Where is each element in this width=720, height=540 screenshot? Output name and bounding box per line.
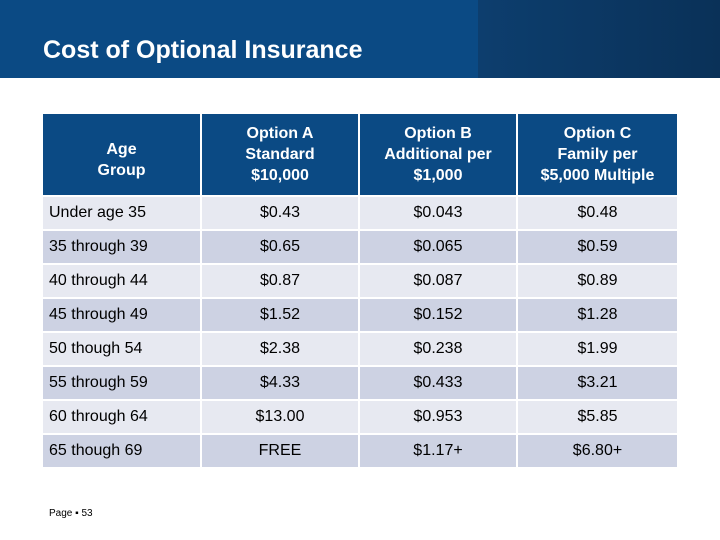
title-banner-accent — [478, 0, 720, 78]
option-b-cell: $0.152 — [360, 299, 518, 333]
header-option-b: Option B Additional per $1,000 — [360, 114, 518, 197]
header-line: $5,000 Multiple — [540, 167, 655, 184]
option-a-cell: $13.00 — [202, 401, 360, 435]
option-b-cell: $0.087 — [360, 265, 518, 299]
table-row: 35 through 39 $0.65 $0.065 $0.59 — [43, 231, 677, 265]
age-group-cell: 50 though 54 — [43, 333, 202, 367]
age-group-cell: Under age 35 — [43, 197, 202, 231]
header-line: Family per — [557, 146, 638, 163]
option-c-cell: $5.85 — [518, 401, 677, 435]
header-option-a: Option A Standard $10,000 — [202, 114, 360, 197]
option-a-cell: $0.87 — [202, 265, 360, 299]
age-group-cell: 40 through 44 — [43, 265, 202, 299]
option-b-cell: $1.17+ — [360, 435, 518, 469]
option-a-cell: $2.38 — [202, 333, 360, 367]
option-a-cell: $1.52 — [202, 299, 360, 333]
header-line: Option B — [404, 125, 472, 142]
option-a-cell: $0.65 — [202, 231, 360, 265]
header-line: Option C — [563, 125, 632, 142]
option-c-cell: $0.89 — [518, 265, 677, 299]
table-row: Under age 35 $0.43 $0.043 $0.48 — [43, 197, 677, 231]
header-line: Group — [97, 162, 146, 179]
option-c-cell: $3.21 — [518, 367, 677, 401]
header-line: Standard — [245, 146, 315, 163]
option-a-cell: FREE — [202, 435, 360, 469]
option-c-cell: $1.99 — [518, 333, 677, 367]
header-line: $1,000 — [413, 167, 463, 184]
option-c-cell: $1.28 — [518, 299, 677, 333]
header-line: $10,000 — [251, 167, 309, 184]
page-number: Page ▪ 53 — [49, 508, 93, 519]
option-c-cell: $0.59 — [518, 231, 677, 265]
option-b-cell: $0.238 — [360, 333, 518, 367]
table-row: 40 through 44 $0.87 $0.087 $0.89 — [43, 265, 677, 299]
option-a-cell: $0.43 — [202, 197, 360, 231]
option-c-cell: $6.80+ — [518, 435, 677, 469]
option-c-cell: $0.48 — [518, 197, 677, 231]
age-group-cell: 45 through 49 — [43, 299, 202, 333]
table-row: 60 through 64 $13.00 $0.953 $5.85 — [43, 401, 677, 435]
age-group-cell: 55 through 59 — [43, 367, 202, 401]
option-b-cell: $0.043 — [360, 197, 518, 231]
insurance-cost-table: Age Group Option A Standard $10,000 Opti… — [43, 114, 677, 469]
header-option-c: Option C Family per $5,000 Multiple — [518, 114, 677, 197]
table-row: 55 through 59 $4.33 $0.433 $3.21 — [43, 367, 677, 401]
header-line: Age — [106, 141, 137, 158]
table-header-row: Age Group Option A Standard $10,000 Opti… — [43, 114, 677, 197]
option-b-cell: $0.065 — [360, 231, 518, 265]
option-b-cell: $0.953 — [360, 401, 518, 435]
header-age-group: Age Group — [43, 114, 202, 197]
age-group-cell: 65 though 69 — [43, 435, 202, 469]
header-line: Additional per — [384, 146, 492, 163]
header-line: Option A — [246, 125, 314, 142]
option-a-cell: $4.33 — [202, 367, 360, 401]
age-group-cell: 35 through 39 — [43, 231, 202, 265]
option-b-cell: $0.433 — [360, 367, 518, 401]
slide-title: Cost of Optional Insurance — [43, 36, 363, 64]
table-row: 65 though 69 FREE $1.17+ $6.80+ — [43, 435, 677, 469]
age-group-cell: 60 through 64 — [43, 401, 202, 435]
table-row: 45 through 49 $1.52 $0.152 $1.28 — [43, 299, 677, 333]
table-row: 50 though 54 $2.38 $0.238 $1.99 — [43, 333, 677, 367]
